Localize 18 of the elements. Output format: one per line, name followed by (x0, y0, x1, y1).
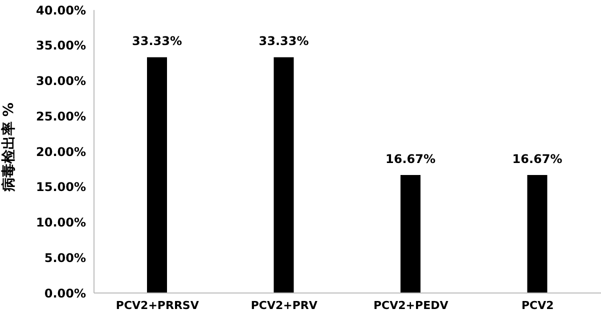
x-tick-label: PCV2+PEDV (374, 298, 449, 312)
data-label: 33.33% (132, 34, 182, 48)
y-tick-label: 20.00% (36, 144, 86, 159)
y-tick-label: 15.00% (36, 180, 86, 194)
x-tick-label: PCV2+PRV (250, 298, 318, 312)
x-tick-label: PCV2+PRRSV (116, 298, 200, 312)
data-label: 33.33% (258, 34, 309, 48)
y-axis-title: 病毒检出率 % (0, 102, 17, 192)
data-label: 16.67% (512, 152, 562, 166)
y-tick-label: 10.00% (36, 216, 86, 230)
y-tick-label: 35.00% (36, 38, 86, 53)
data-label: 16.67% (386, 152, 436, 166)
y-tick-label: 40.00% (36, 3, 86, 18)
y-tick-label: 5.00% (44, 250, 86, 265)
y-tick-label: 0.00% (44, 286, 86, 300)
y-tick-label: 25.00% (36, 109, 86, 124)
x-tick-label: PCV2 (521, 298, 554, 312)
y-tick-label: 30.00% (36, 74, 86, 88)
